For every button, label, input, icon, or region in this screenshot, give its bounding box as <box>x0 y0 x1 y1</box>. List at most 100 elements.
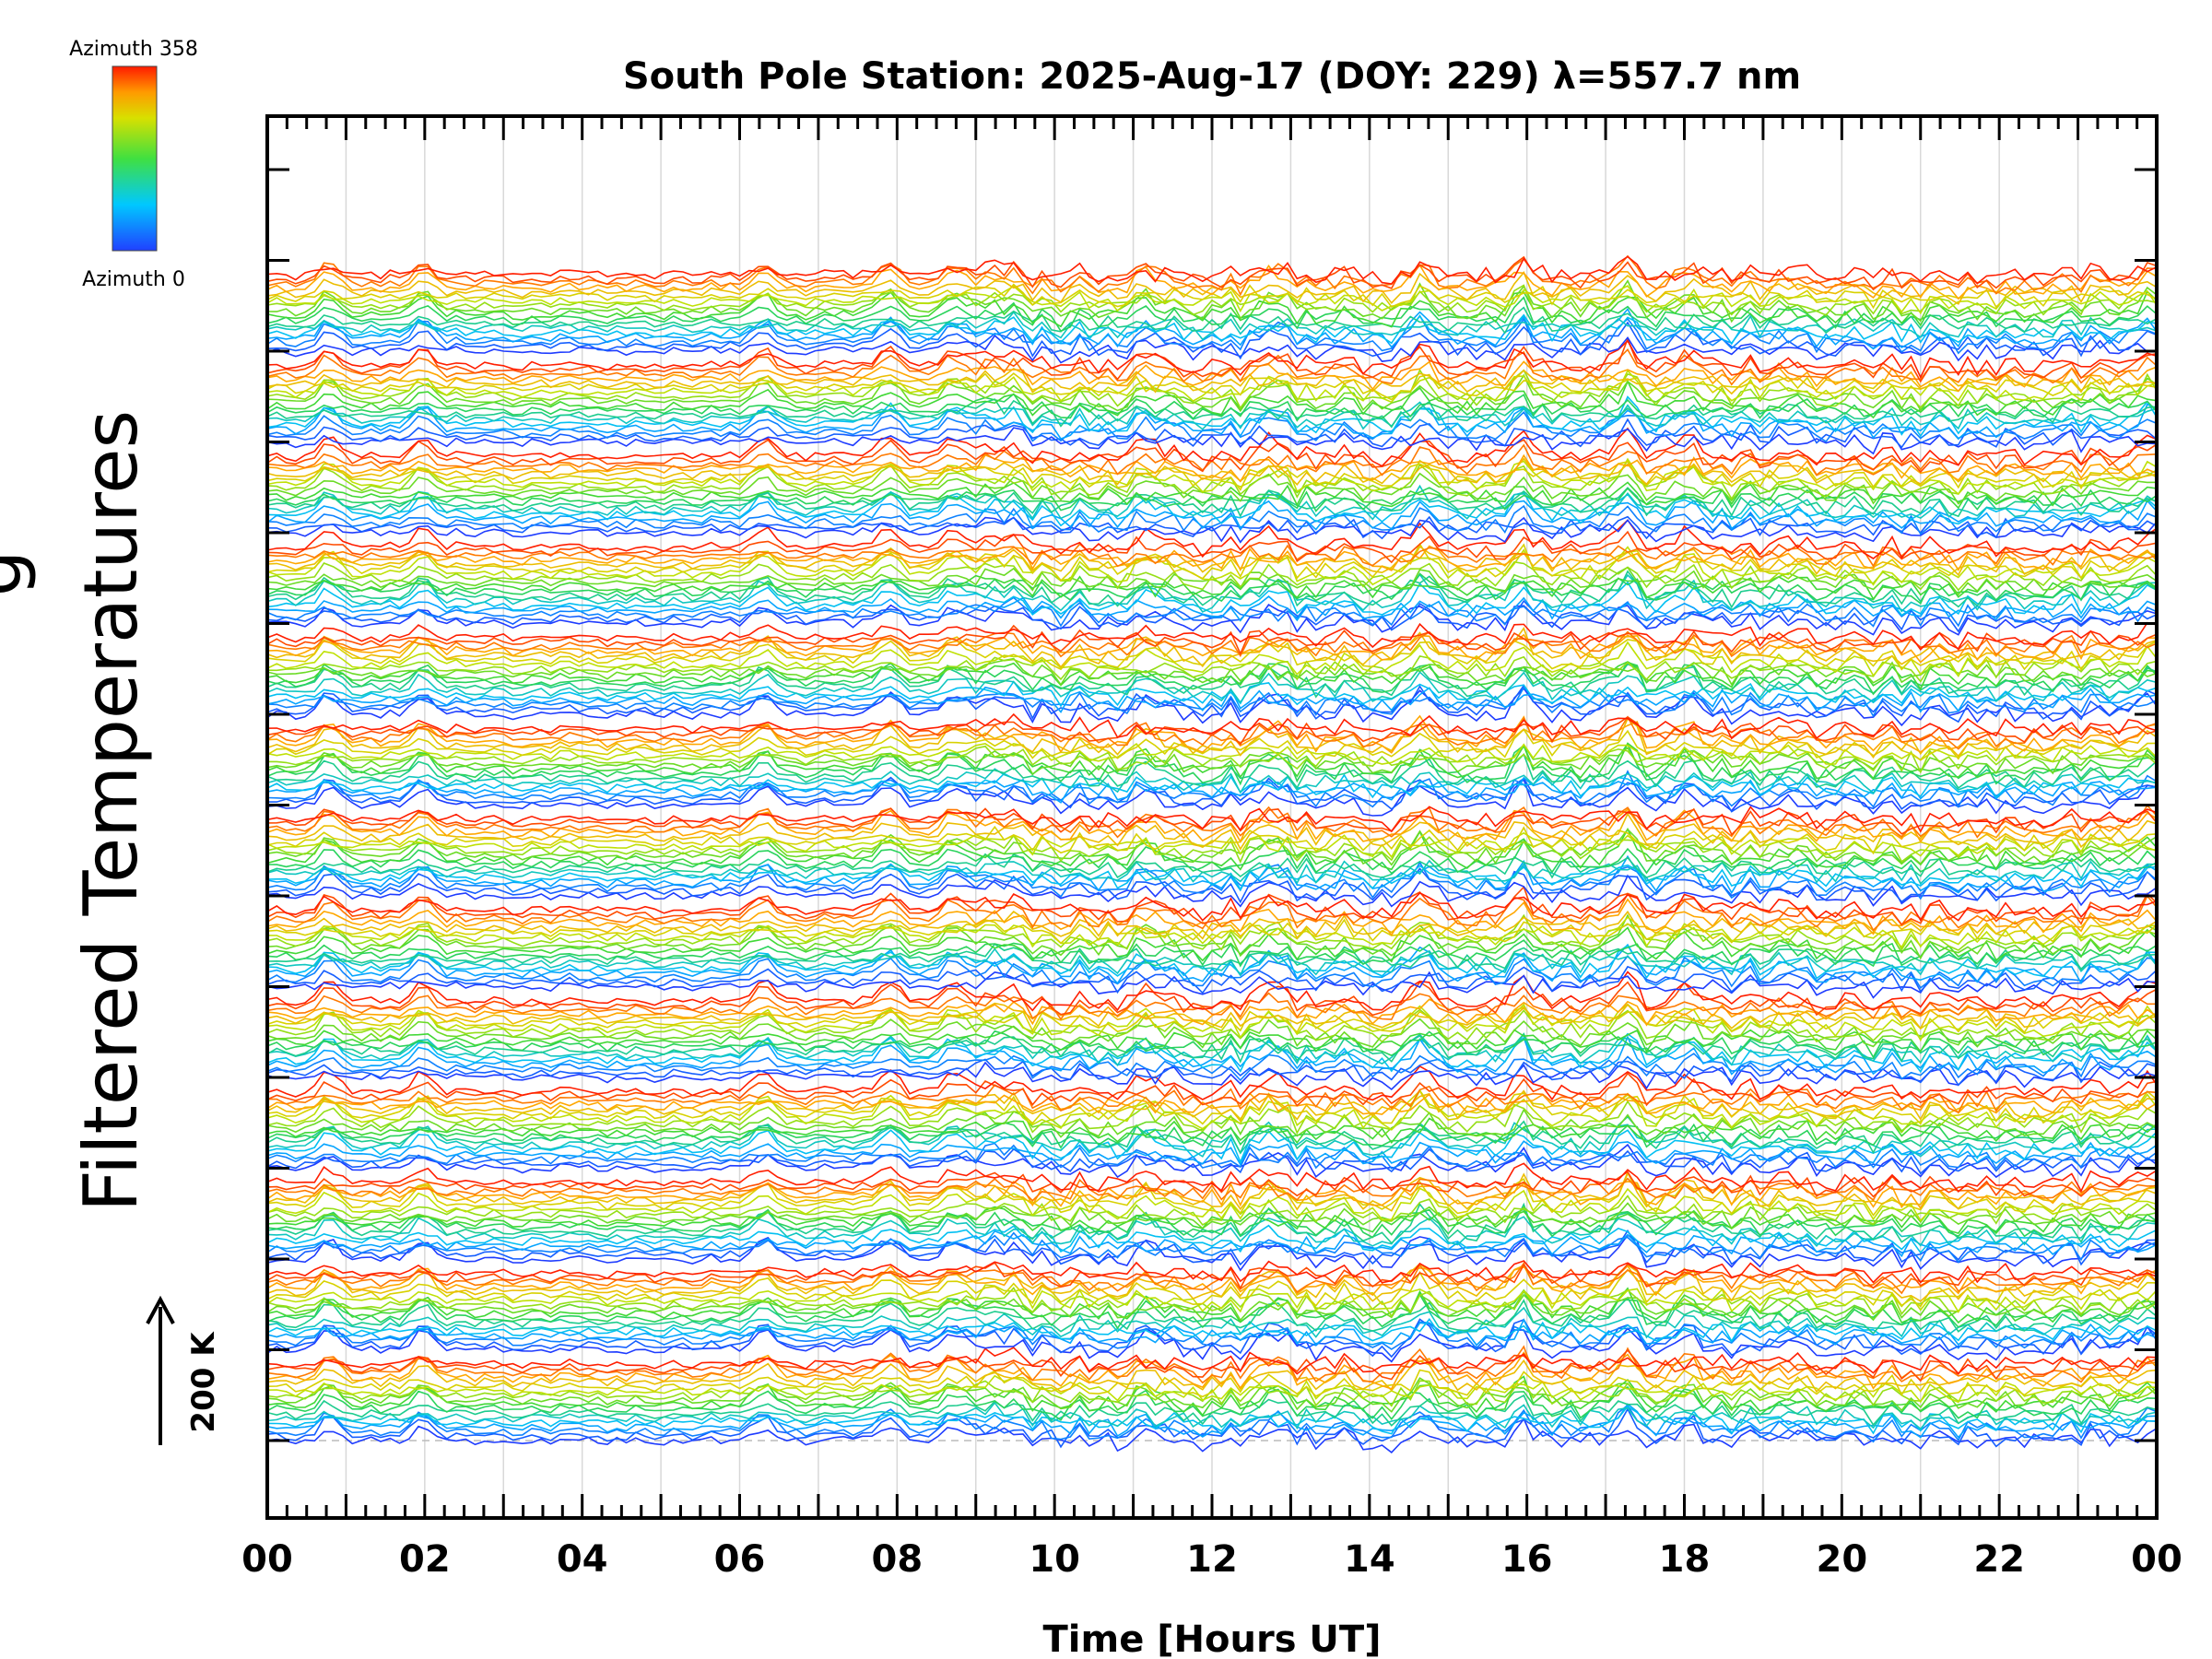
azimuth-trace <box>267 418 2157 449</box>
tick-layer <box>265 116 2159 1518</box>
azimuth-trace <box>267 806 2157 833</box>
azimuth-trace <box>267 504 2157 535</box>
y-axis-label-fragment-group: g <box>0 550 38 597</box>
azimuth-trace <box>267 1262 2157 1295</box>
azimuth-trace <box>267 853 2157 879</box>
azimuth-trace <box>267 487 2157 512</box>
azimuth-trace <box>267 570 2157 609</box>
azimuth-trace <box>267 411 2157 443</box>
azimuth-trace <box>267 487 2157 518</box>
azimuth-trace <box>267 285 2157 315</box>
x-tick-label: 00 <box>2131 1538 2183 1581</box>
azimuth-trace <box>267 776 2157 804</box>
azimuth-trace <box>267 971 2157 999</box>
azimuth-trace <box>267 686 2157 713</box>
azimuth-trace <box>267 639 2157 672</box>
azimuth-trace <box>267 1171 2157 1198</box>
azimuth-trace <box>267 1293 2157 1322</box>
azimuth-trace <box>267 1206 2157 1235</box>
azimuth-trace <box>267 1115 2157 1155</box>
azimuth-trace <box>267 1216 2157 1247</box>
x-tick-label: 02 <box>399 1538 451 1581</box>
azimuth-trace <box>267 825 2157 855</box>
azimuth-trace <box>267 1089 2157 1125</box>
azimuth-trace <box>267 1234 2157 1272</box>
azimuth-trace <box>267 827 2157 871</box>
azimuth-trace <box>267 804 2157 839</box>
azimuth-trace <box>267 1231 2157 1264</box>
azimuth-trace <box>267 661 2157 691</box>
azimuth-trace <box>267 453 2157 483</box>
azimuth-trace <box>267 944 2157 980</box>
azimuth-trace <box>267 255 2157 291</box>
x-tick-label: 08 <box>871 1538 923 1581</box>
x-tick-label: 16 <box>1501 1538 1553 1581</box>
azimuth-trace <box>267 1025 2157 1053</box>
azimuth-trace <box>267 427 2157 467</box>
azimuth-trace <box>267 1053 2157 1082</box>
azimuth-trace <box>267 655 2157 683</box>
azimuth-trace <box>267 334 2157 364</box>
azimuth-trace <box>267 1284 2157 1313</box>
azimuth-trace <box>267 1177 2157 1202</box>
azimuth-trace <box>267 1035 2157 1076</box>
azimuth-trace <box>267 992 2157 1021</box>
azimuth-trace <box>267 1030 2157 1059</box>
azimuth-trace <box>267 1347 2157 1375</box>
azimuth-trace <box>267 271 2157 305</box>
azimuth-trace <box>267 545 2157 572</box>
azimuth-trace <box>267 859 2157 886</box>
azimuth-trace <box>267 624 2157 656</box>
azimuth-trace <box>267 831 2157 859</box>
azimuth-trace <box>267 671 2157 704</box>
azimuth-trace <box>267 981 2157 1017</box>
colorbar-legend: Azimuth 358 Azimuth 0 <box>69 38 198 291</box>
azimuth-trace <box>267 742 2157 765</box>
azimuth-trace <box>267 1377 2157 1413</box>
azimuth-trace <box>267 403 2157 441</box>
azimuth-trace <box>267 621 2157 652</box>
azimuth-trace <box>267 372 2157 401</box>
azimuth-trace <box>267 543 2157 568</box>
x-tick-label: 22 <box>1973 1538 2025 1581</box>
azimuth-trace <box>267 886 2157 926</box>
y-axis-label: Filtered Temperatures <box>68 410 154 1212</box>
azimuth-trace <box>267 1260 2157 1284</box>
x-tick-label: 12 <box>1186 1538 1238 1581</box>
azimuth-trace <box>267 336 2157 383</box>
azimuth-trace <box>267 490 2157 527</box>
colorbar-gradient <box>112 65 158 252</box>
azimuth-trace <box>267 581 2157 617</box>
azimuth-trace <box>267 776 2157 813</box>
azimuth-trace <box>267 891 2157 922</box>
azimuth-trace <box>267 913 2157 960</box>
azimuth-trace <box>267 573 2157 613</box>
x-axis-label: Time [Hours UT] <box>1043 1618 1382 1659</box>
azimuth-trace <box>267 1065 2157 1101</box>
azimuth-trace <box>267 812 2157 851</box>
azimuth-trace <box>267 1089 2157 1123</box>
azimuth-trace <box>267 1032 2157 1074</box>
azimuth-trace <box>267 530 2157 564</box>
azimuth-trace <box>267 314 2157 355</box>
azimuth-trace <box>267 546 2157 586</box>
azimuth-trace <box>267 1171 2157 1212</box>
azimuth-trace <box>267 1180 2157 1210</box>
x-tick-label: 04 <box>557 1538 608 1581</box>
azimuth-trace <box>267 898 2157 936</box>
azimuth-trace <box>267 828 2157 866</box>
azimuth-trace <box>267 1142 2157 1171</box>
azimuth-trace <box>267 393 2157 422</box>
x-tick-labels: 00 02 04 06 08 10 12 14 16 18 20 22 00 <box>241 1538 2183 1581</box>
scale-bar-label: 200 K <box>185 1331 222 1433</box>
x-tick-label: 06 <box>714 1538 766 1581</box>
azimuth-trace <box>267 284 2157 316</box>
azimuth-trace <box>267 560 2157 592</box>
azimuth-trace <box>267 339 2157 380</box>
azimuth-trace <box>267 289 2157 328</box>
azimuth-trace <box>267 1374 2157 1404</box>
y-axis-label-fragment: g <box>0 550 38 597</box>
azimuth-trace <box>267 1202 2157 1230</box>
azimuth-trace <box>267 753 2157 790</box>
